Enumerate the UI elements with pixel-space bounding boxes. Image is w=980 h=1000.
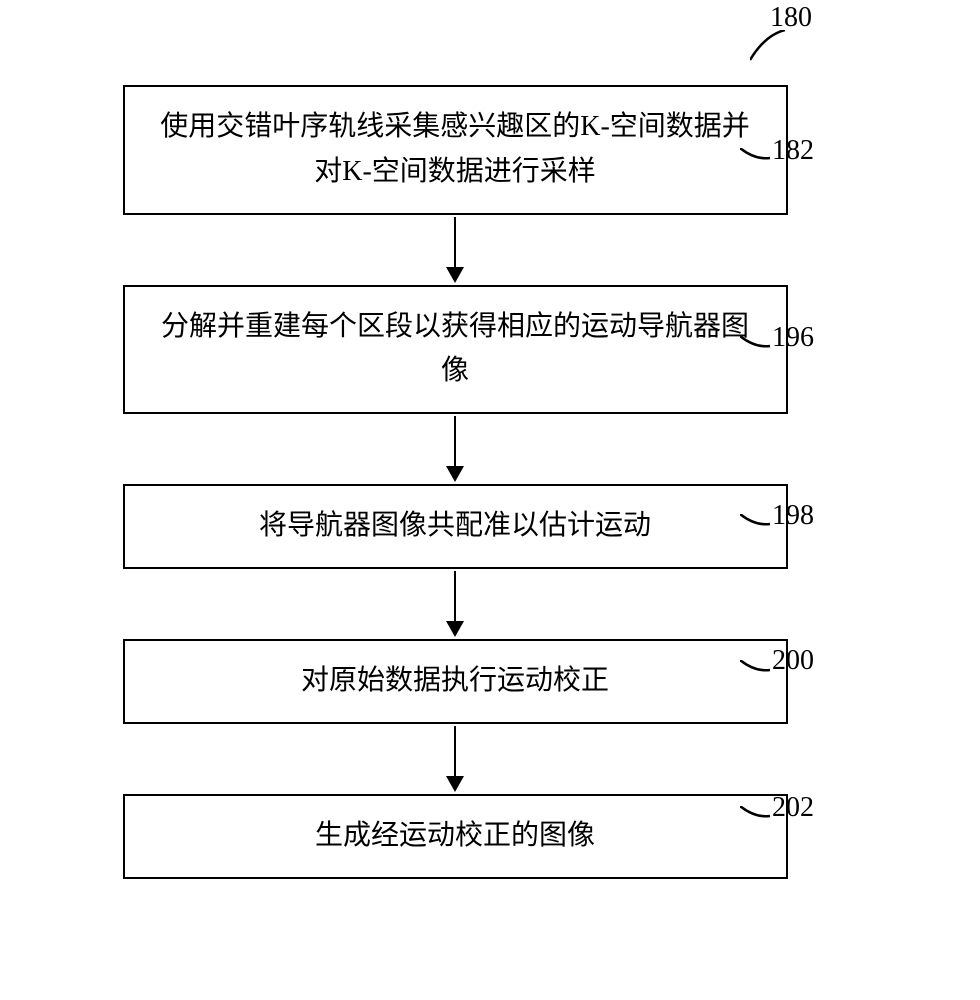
- step-1-label: 182: [772, 135, 814, 167]
- leader-line-3: [740, 514, 775, 532]
- arrow-1-2: [75, 215, 835, 285]
- step-3-text: 将导航器图像共配准以估计运动: [259, 504, 651, 549]
- step-1-text: 使用交错叶序轨线采集感兴趣区的K-空间数据并对K-空间数据进行采样: [155, 105, 756, 195]
- step-2-label: 196: [772, 322, 814, 354]
- flowchart-step-4: 对原始数据执行运动校正: [123, 639, 788, 724]
- top-leader-line: [750, 30, 790, 70]
- step-4-text: 对原始数据执行运动校正: [301, 659, 609, 704]
- flowchart-container: 使用交错叶序轨线采集感兴趣区的K-空间数据并对K-空间数据进行采样 分解并重建每…: [75, 85, 835, 879]
- arrow-3-4: [75, 569, 835, 639]
- step-5-label: 202: [772, 792, 814, 824]
- arrow-2-3: [75, 414, 835, 484]
- leader-line-5: [740, 806, 775, 824]
- flowchart-step-2: 分解并重建每个区段以获得相应的运动导航器图像: [123, 285, 788, 415]
- step-4-label: 200: [772, 645, 814, 677]
- step-3-label: 198: [772, 500, 814, 532]
- diagram-top-label: 180: [770, 2, 812, 34]
- arrow-4-5: [75, 724, 835, 794]
- leader-line-4: [740, 660, 775, 678]
- flowchart-step-1: 使用交错叶序轨线采集感兴趣区的K-空间数据并对K-空间数据进行采样: [123, 85, 788, 215]
- leader-line-2: [740, 336, 775, 354]
- step-5-text: 生成经运动校正的图像: [315, 814, 595, 859]
- flowchart-step-5: 生成经运动校正的图像: [123, 794, 788, 879]
- step-2-text: 分解并重建每个区段以获得相应的运动导航器图像: [155, 305, 756, 395]
- flowchart-step-3: 将导航器图像共配准以估计运动: [123, 484, 788, 569]
- leader-line-1: [740, 148, 775, 166]
